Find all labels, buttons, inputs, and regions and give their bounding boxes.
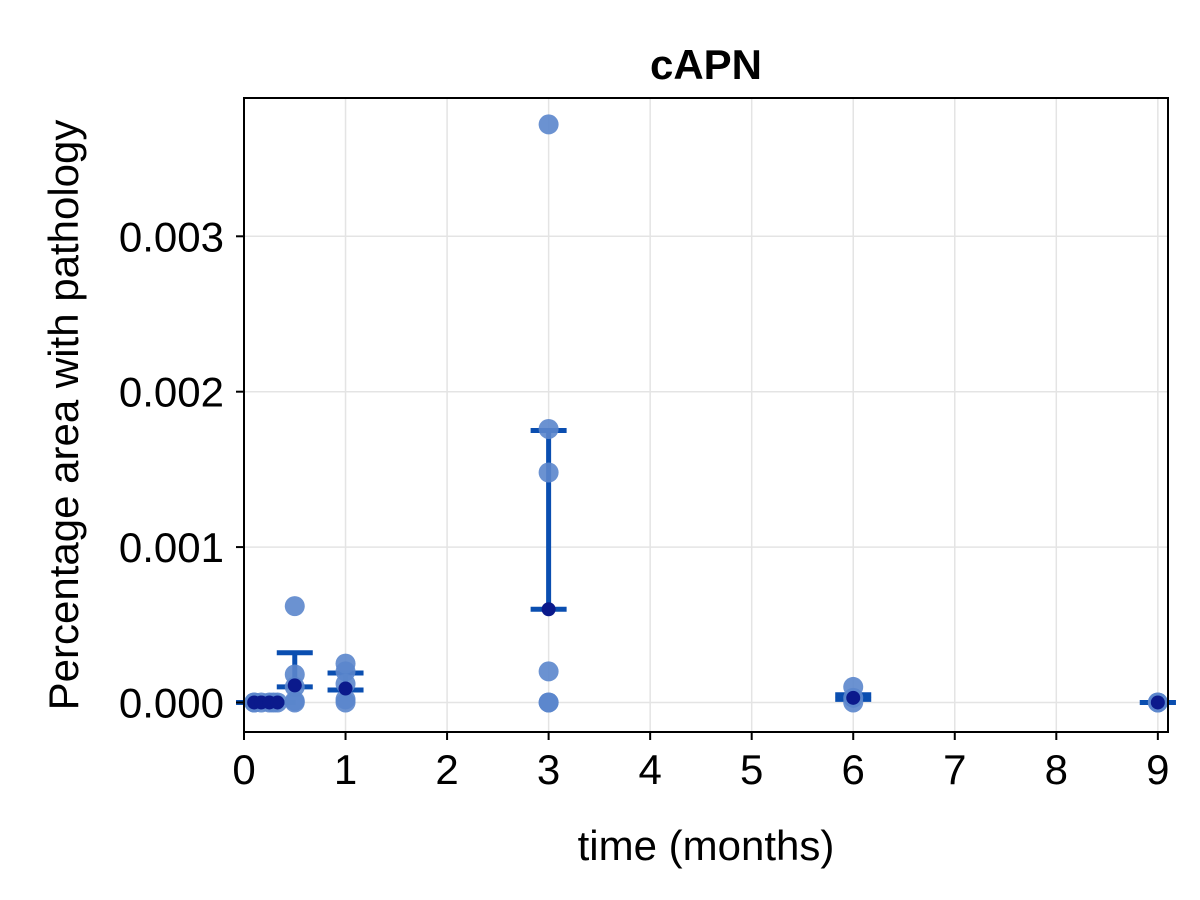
plot-frame xyxy=(243,97,1169,733)
chart-title: cAPN xyxy=(650,41,762,88)
x-tick-label: 3 xyxy=(537,746,560,793)
x-tick-label: 1 xyxy=(334,746,357,793)
data-point xyxy=(538,418,559,439)
x-axis-label: time (months) xyxy=(578,822,835,869)
data-point xyxy=(538,462,559,483)
y-tick-label: 0.001 xyxy=(119,524,224,571)
x-tick-label: 7 xyxy=(943,746,966,793)
data-point xyxy=(538,692,559,713)
x-axis-ticks: 0 1 2 3 4 5 6 7 8 9 xyxy=(232,732,1170,793)
y-tick-label: 0.002 xyxy=(119,369,224,416)
x-tick-label: 9 xyxy=(1146,746,1169,793)
data-point xyxy=(538,661,559,682)
mean-markers xyxy=(247,602,1165,710)
grid xyxy=(243,98,1168,732)
x-tick-label: 6 xyxy=(842,746,865,793)
mean-marker xyxy=(1150,695,1165,710)
y-tick-label: 0.003 xyxy=(119,213,224,260)
data-point xyxy=(284,596,305,617)
mean-marker xyxy=(338,681,353,696)
x-tick-label: 4 xyxy=(638,746,661,793)
data-point xyxy=(284,692,305,713)
y-tick-label: 0.000 xyxy=(119,679,224,726)
mean-marker xyxy=(270,695,285,710)
mean-marker xyxy=(846,690,861,705)
plot-area xyxy=(236,97,1176,733)
mean-marker xyxy=(541,602,556,617)
y-axis-ticks: 0.000 0.001 0.002 0.003 xyxy=(119,213,244,726)
y-axis-label: Percentage area with pathology xyxy=(40,120,87,711)
x-tick-label: 5 xyxy=(740,746,763,793)
x-tick-label: 0 xyxy=(232,746,255,793)
data-point xyxy=(538,114,559,135)
mean-marker xyxy=(287,678,302,693)
data-point xyxy=(335,692,356,713)
x-tick-label: 2 xyxy=(435,746,458,793)
x-tick-label: 8 xyxy=(1045,746,1068,793)
